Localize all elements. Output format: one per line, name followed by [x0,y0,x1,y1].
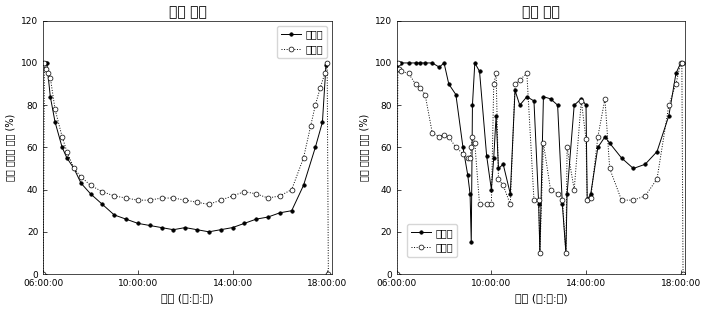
Legend: 내륙지, 간척지: 내륙지, 간척지 [407,224,457,256]
Legend: 내륙지, 간척지: 내륙지, 간척지 [277,26,327,58]
Title: 맑은 날씨: 맑은 날씨 [169,6,206,19]
X-axis label: 시간 (시:분:초): 시간 (시:분:초) [515,294,568,303]
Y-axis label: 산란 일사량 비율 (%): 산란 일사량 비율 (%) [6,114,16,181]
Y-axis label: 산란 일사량 비율 (%): 산란 일사량 비율 (%) [359,114,369,181]
X-axis label: 시간 (시:분:초): 시간 (시:분:초) [161,294,214,303]
Title: 흐린 날씨: 흐린 날씨 [522,6,560,19]
